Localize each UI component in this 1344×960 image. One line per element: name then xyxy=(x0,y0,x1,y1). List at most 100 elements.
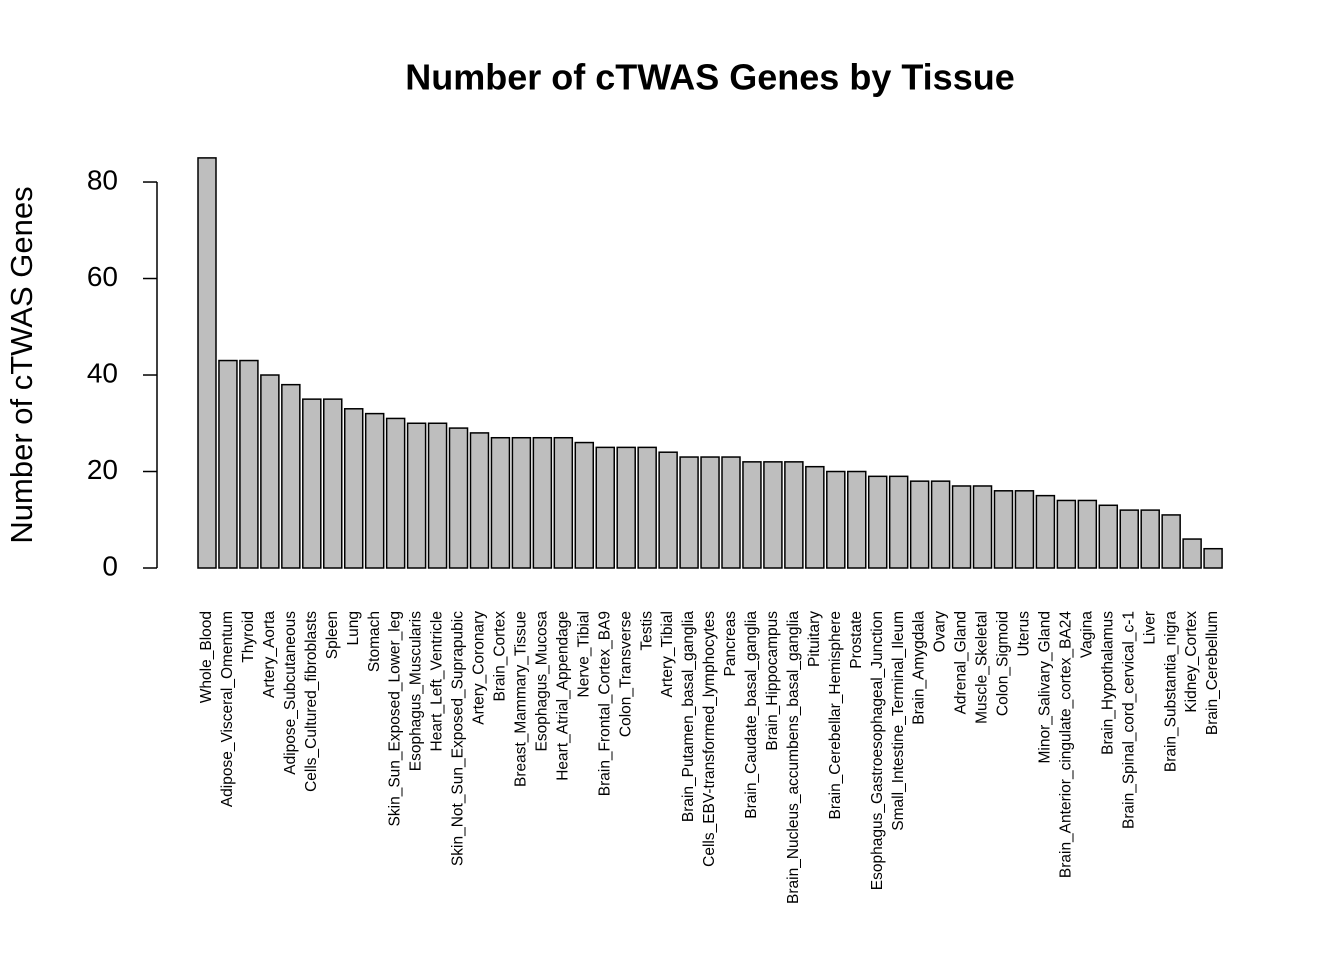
x-tick-label: Artery_Coronary xyxy=(471,611,488,725)
x-tick-label: Brain_Amygdala xyxy=(911,611,928,725)
chart-title: Number of cTWAS Genes by Tissue xyxy=(405,57,1015,98)
x-tick-label: Nerve_Tibial xyxy=(575,611,592,697)
x-tick-label: Prostate xyxy=(848,611,865,669)
x-tick-label: Breast_Mammary_Tissue xyxy=(512,611,529,787)
x-tick-label: Esophagus_Mucosa xyxy=(533,611,550,752)
bar xyxy=(323,398,343,569)
x-tick-label: Colon_Transverse xyxy=(617,611,634,737)
x-tick-label: Cells_EBV-transformed_lymphocytes xyxy=(701,611,718,867)
x-tick-label: Brain_Anterior_cingulate_cortex_BA24 xyxy=(1057,611,1074,878)
x-tick-label: Testis xyxy=(638,611,655,651)
bar xyxy=(972,485,993,569)
x-tick-label: Stomach xyxy=(366,611,383,672)
bar xyxy=(1203,547,1223,569)
x-tick-label: Kidney_Cortex xyxy=(1183,611,1200,713)
bar xyxy=(826,470,846,569)
bar xyxy=(490,436,511,569)
x-tick-label: Uterus xyxy=(1016,611,1033,657)
bar xyxy=(1098,504,1119,569)
bar xyxy=(1014,490,1035,569)
bar xyxy=(427,422,448,569)
x-tick-label: Brain_Frontal_Cortex_BA9 xyxy=(596,611,613,796)
x-tick-label: Minor_Salivary_Gland xyxy=(1036,611,1053,764)
bar xyxy=(281,383,301,569)
x-tick-label: Brain_Cerebellar_Hemisphere xyxy=(827,611,844,820)
bar xyxy=(1056,499,1077,569)
x-tick-label: Skin_Not_Sun_Exposed_Suprapubic xyxy=(450,611,467,866)
bar xyxy=(784,461,804,569)
x-tick-label: Brain_Nucleus_accumbens_basal_ganglia xyxy=(785,611,802,904)
bar xyxy=(951,485,972,569)
bar xyxy=(847,470,867,569)
x-tick-label: Brain_Putamen_basal_ganglia xyxy=(680,611,697,823)
x-tick-label: Whole_Blood xyxy=(198,611,215,703)
x-tick-label: Heart_Atrial_Appendage xyxy=(554,611,571,781)
x-tick-label: Brain_Substantia_nigra xyxy=(1162,611,1179,773)
bar xyxy=(867,475,888,569)
x-tick-label: Brain_Spinal_cord_cervical_c-1 xyxy=(1120,611,1137,829)
x-tick-label: Esophagus_Muscularis xyxy=(408,611,425,772)
y-tick-label: 20 xyxy=(87,454,118,485)
bar xyxy=(679,456,699,569)
bar xyxy=(930,480,951,569)
x-tick-label: Spleen xyxy=(324,611,341,659)
y-tick-label: 60 xyxy=(87,261,118,292)
bar xyxy=(721,456,741,569)
bar xyxy=(218,359,238,569)
bar xyxy=(406,422,427,569)
x-tick-label: Brain_Hippocampus xyxy=(764,611,781,751)
y-tick-label: 0 xyxy=(102,550,118,581)
bar xyxy=(658,451,678,569)
x-tick-label: Artery_Tibial xyxy=(659,611,676,697)
x-tick-label: Skin_Sun_Exposed_Lower_leg xyxy=(387,611,404,826)
x-tick-label: Liver xyxy=(1141,611,1158,645)
bar xyxy=(616,446,636,569)
bar xyxy=(909,480,930,569)
x-tick-label: Cells_Cultured_fibroblasts xyxy=(303,611,320,792)
x-tick-label: Muscle_Skeletal xyxy=(974,611,991,724)
bar xyxy=(1119,509,1139,569)
x-tick-label: Adipose_Visceral_Omentum xyxy=(219,611,236,807)
y-tick-label: 40 xyxy=(87,357,118,388)
bar xyxy=(1077,499,1098,569)
x-tick-label: Brain_Caudate_basal_ganglia xyxy=(743,611,760,819)
bar xyxy=(993,490,1014,569)
x-tick-label: Brain_Hypothalamus xyxy=(1099,611,1116,755)
bar xyxy=(574,441,595,569)
bar xyxy=(1140,509,1160,569)
x-tick-label: Adipose_Subcutaneous xyxy=(282,611,299,775)
bar xyxy=(302,398,322,569)
bar xyxy=(805,465,825,569)
x-tick-label: Heart_Left_Ventricle xyxy=(429,611,446,751)
bar xyxy=(637,446,657,569)
bar xyxy=(1182,538,1202,569)
bar xyxy=(197,157,217,569)
bar xyxy=(260,374,280,569)
bar xyxy=(553,436,574,569)
bar xyxy=(888,475,909,569)
bar xyxy=(595,446,615,569)
bar xyxy=(385,417,406,569)
bar xyxy=(469,432,490,569)
x-tick-label: Vagina xyxy=(1078,611,1095,658)
x-tick-label: Ovary xyxy=(932,611,949,653)
x-tick-label: Pituitary xyxy=(806,611,823,667)
bar xyxy=(1161,514,1181,569)
x-tick-label: Adrenal_Gland xyxy=(953,611,970,714)
x-tick-label: Brain_Cortex xyxy=(492,611,509,702)
bar xyxy=(700,456,720,569)
bar xyxy=(343,408,364,569)
bar xyxy=(532,436,553,569)
bar xyxy=(448,427,469,569)
bar xyxy=(239,359,259,569)
bar xyxy=(742,461,762,569)
x-tick-label: Colon_Sigmoid xyxy=(995,611,1012,716)
x-tick-label: Brain_Cerebellum xyxy=(1204,611,1221,735)
bar xyxy=(364,412,385,569)
bar xyxy=(511,436,532,569)
y-tick-label: 80 xyxy=(87,164,118,195)
x-tick-label: Esophagus_Gastroesophageal_Junction xyxy=(869,611,886,890)
x-tick-label: Artery_Aorta xyxy=(261,611,278,698)
y-axis-label: Number of cTWAS Genes xyxy=(4,186,39,543)
